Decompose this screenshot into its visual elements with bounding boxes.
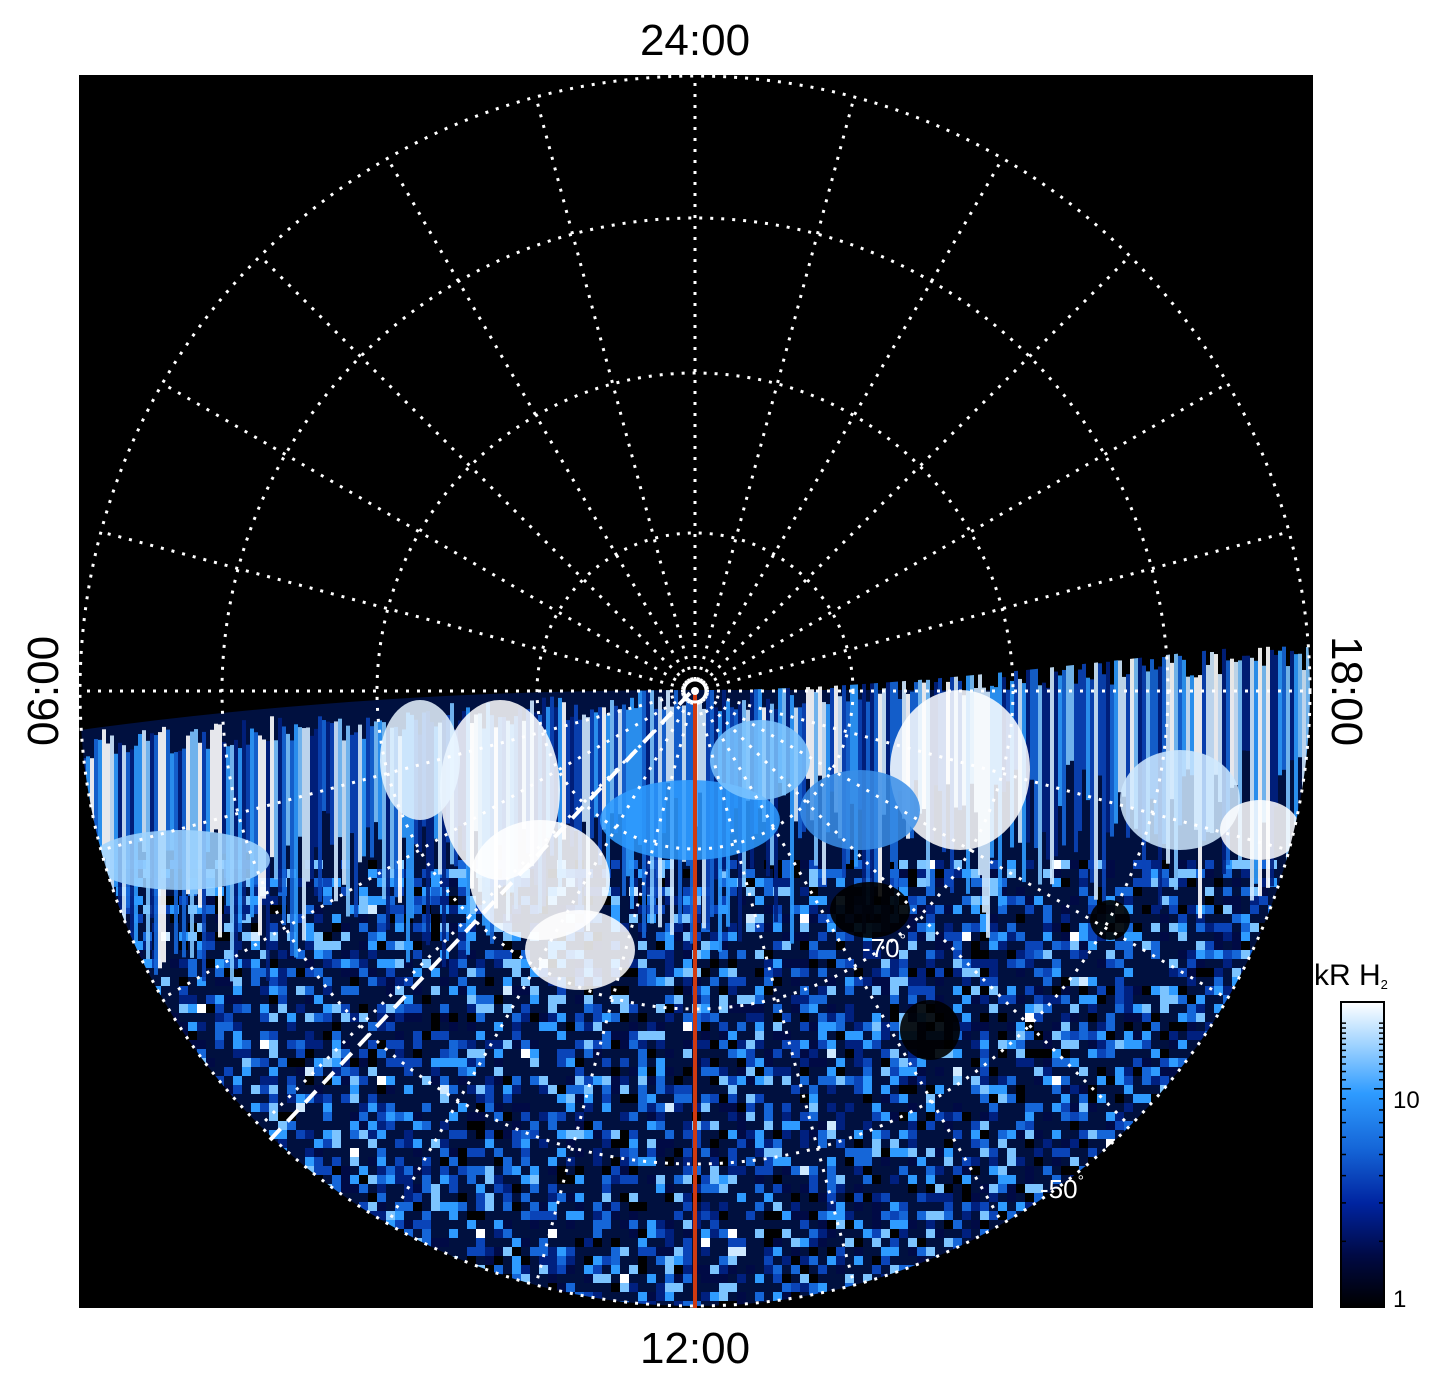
- polar-grid: [78, 74, 1312, 1308]
- colorbar-ticks: [1341, 1022, 1384, 1308]
- pole-marker: [682, 678, 708, 704]
- colorbar-tick-label-high: 10: [1393, 1087, 1420, 1114]
- colorbar-title: kR H2: [1314, 959, 1388, 992]
- colorbar: kR H2 10 1: [1314, 959, 1420, 1313]
- local-time-label-left: 06:00: [19, 636, 68, 746]
- colorbar-gradient: [1340, 1001, 1385, 1308]
- local-time-label-right: 18:00: [1322, 636, 1371, 746]
- latitude-label-outer: -50°: [1040, 1173, 1084, 1204]
- colorbar-tick-label-low: 1: [1393, 1286, 1406, 1313]
- latitude-label-inner: -70°: [862, 932, 906, 963]
- local-time-label-bottom: 12:00: [640, 1324, 750, 1373]
- local-time-label-top: 24:00: [640, 16, 750, 65]
